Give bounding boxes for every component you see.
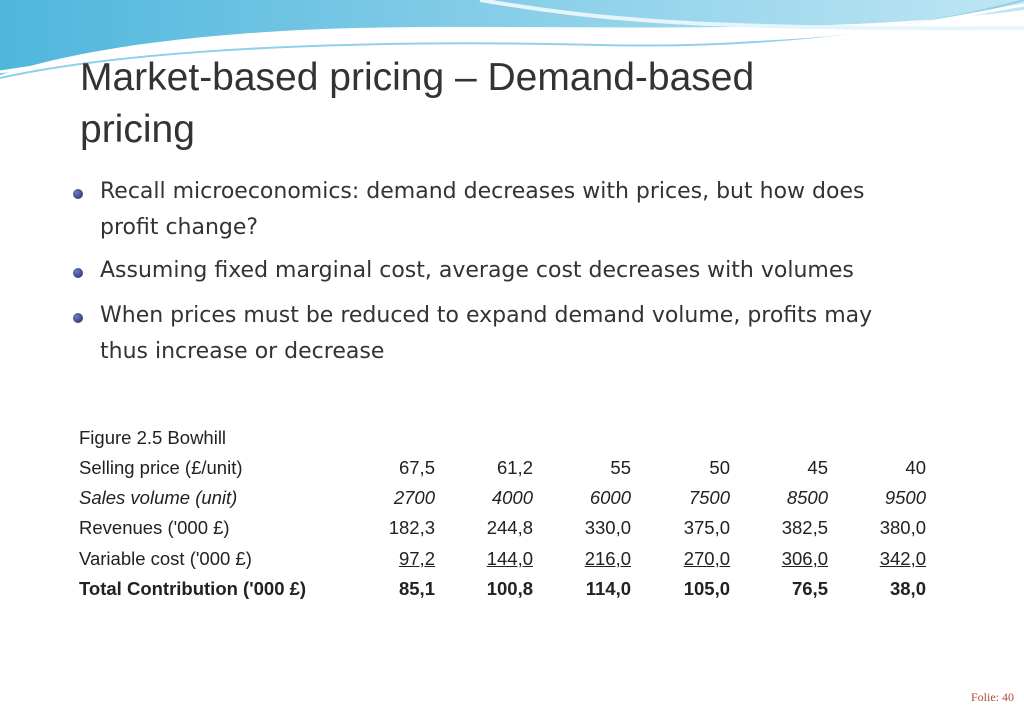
- table-cell: 40: [905, 457, 926, 478]
- row-label: Sales volume (unit): [79, 487, 238, 509]
- table-cell: 270,0: [683, 547, 730, 569]
- table-cell: 6000: [589, 487, 631, 509]
- bullet-text: Recall microeconomics: demand decreases …: [100, 179, 865, 204]
- bullet-text: profit change?: [100, 215, 259, 240]
- title: Market-based pricing – Demand-based: [80, 56, 755, 99]
- table-cell: 67,5: [398, 457, 435, 478]
- bullet-dot: [73, 313, 83, 323]
- row-label: Revenues ('000 £): [79, 517, 230, 539]
- table-cell: 216,0: [584, 547, 631, 569]
- table-cell: 2700: [393, 487, 435, 509]
- row-label: Total Contribution ('000 £): [79, 577, 307, 599]
- table-cell: 182,3: [388, 517, 435, 539]
- table-cell: 76,5: [791, 577, 828, 599]
- title: pricing: [80, 108, 195, 151]
- table-cell: 380,0: [879, 517, 926, 539]
- table-cell: 342,0: [879, 547, 926, 569]
- table-cell: 375,0: [683, 517, 730, 539]
- table-cell: 61,2: [496, 457, 533, 478]
- table-cell: 7500: [688, 487, 730, 509]
- bullet-text: thus increase or decrease: [100, 339, 385, 364]
- table-cell: 244,8: [486, 517, 533, 539]
- table-cell: 382,5: [781, 517, 828, 539]
- table-cell: 105,0: [683, 577, 730, 599]
- row-label: Variable cost ('000 £): [79, 547, 252, 569]
- table-cell: 9500: [884, 487, 926, 509]
- table-cell: 45: [807, 457, 828, 478]
- table-cell: 55: [610, 457, 631, 478]
- header-wave: [0, 0, 1024, 79]
- table-cell: 8500: [786, 487, 828, 509]
- table-cell: 306,0: [781, 547, 828, 569]
- bullet-text: When prices must be reduced to expand de…: [100, 303, 873, 328]
- table-cell: 4000: [491, 487, 533, 509]
- table-caption: Figure 2.5 Bowhill: [79, 427, 227, 448]
- bullet-dot: [73, 189, 83, 199]
- bullet-text: Assuming fixed marginal cost, average co…: [100, 258, 854, 283]
- table-cell: 85,1: [398, 577, 435, 599]
- row-label: Selling price (£/unit): [79, 457, 243, 478]
- table-cell: 144,0: [486, 547, 533, 569]
- footer: Folie: 40: [970, 690, 1014, 704]
- table-cell: 100,8: [486, 577, 533, 599]
- table-cell: 38,0: [889, 577, 926, 599]
- table-cell: 330,0: [584, 517, 631, 539]
- table-cell: 114,0: [585, 577, 631, 599]
- table-cell: 97,2: [398, 547, 435, 569]
- table-cell: 50: [709, 457, 730, 478]
- bullet-dot: [73, 268, 83, 278]
